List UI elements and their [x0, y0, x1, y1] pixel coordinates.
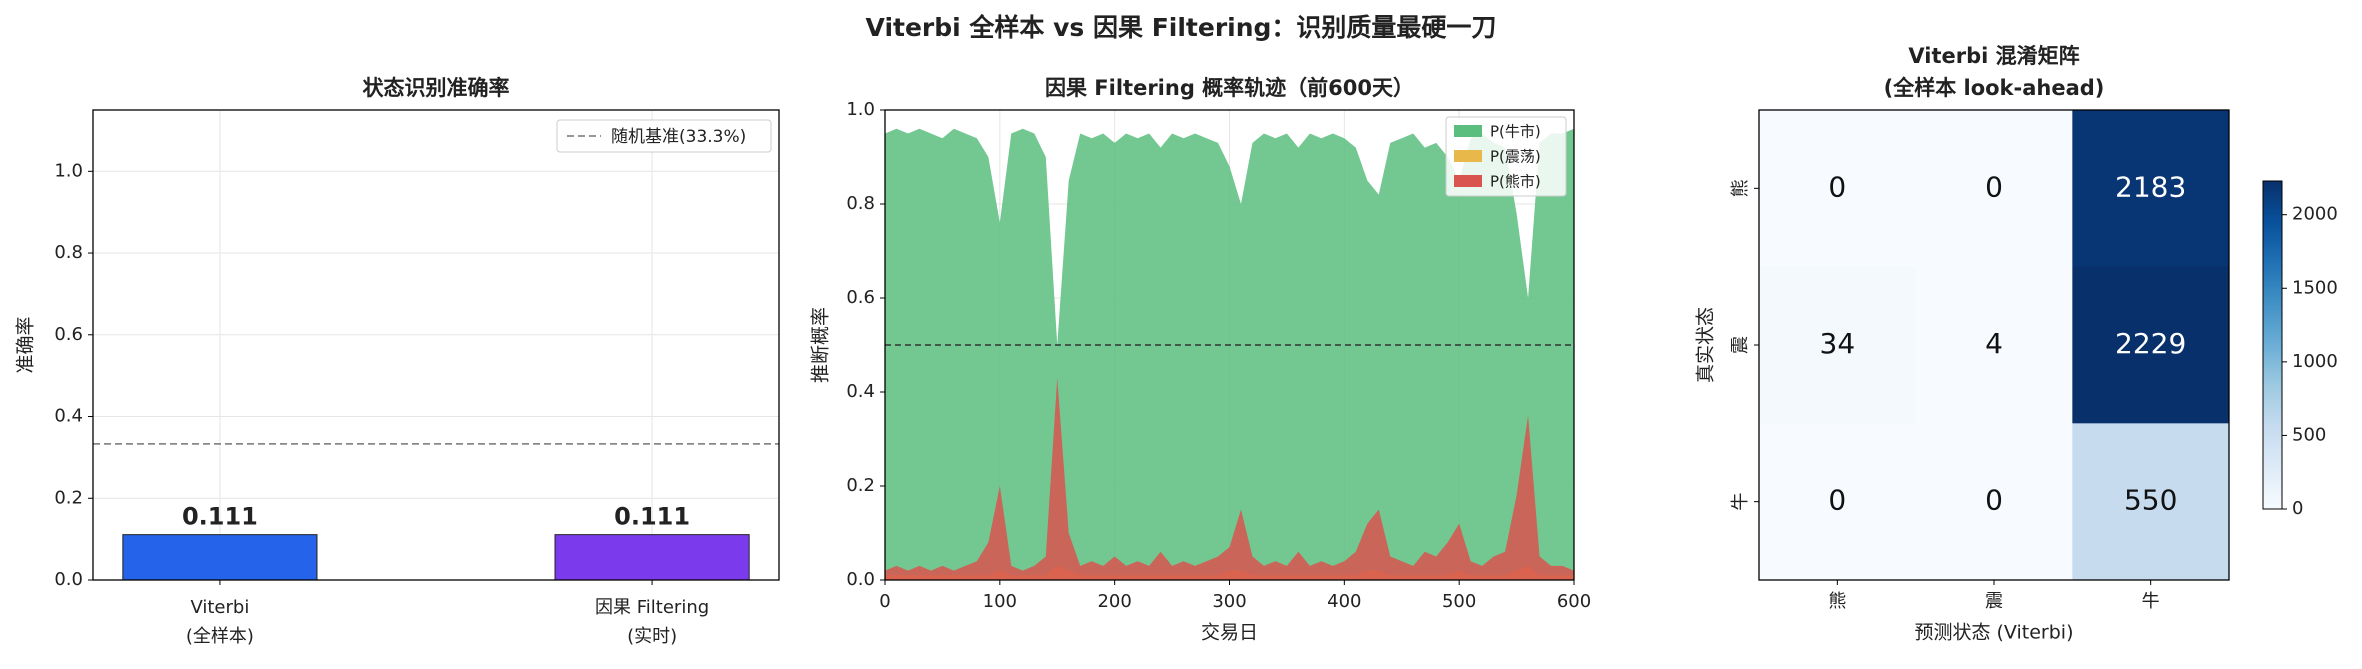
y-tick-label: 0.4 — [846, 381, 875, 402]
x-axis-label: 交易日 — [1201, 622, 1258, 644]
cell-label: 0 — [1985, 170, 2003, 203]
axes-frame — [1758, 109, 2230, 581]
cell-label: 4 — [1985, 327, 2003, 360]
colorbar-tick-label: 2000 — [2292, 204, 2338, 225]
x-axis-label: 预测状态 (Viterbi) — [1914, 622, 2073, 644]
colorbar-tick-label: 500 — [2292, 424, 2326, 445]
y-tick-label: 0.2 — [54, 487, 83, 508]
y-tick-label: 0.0 — [846, 569, 875, 590]
axes-title: Viterbi 混淆矩阵 — [1908, 44, 2079, 68]
colorbar — [2262, 180, 2283, 510]
legend-box — [556, 119, 772, 153]
cell-label: 0 — [1828, 170, 1846, 203]
heatmap-cell — [1759, 423, 1917, 581]
bar — [122, 534, 318, 581]
colorbar-tick-label: 0 — [2292, 498, 2303, 519]
heatmap-cell — [1759, 110, 1917, 268]
x-tick-label: 400 — [1327, 591, 1361, 612]
y-axis-label: 真实状态 — [1695, 307, 1717, 383]
x-tick-label: (全样本) — [186, 626, 254, 647]
axes-title: (全样本 look-ahead) — [1884, 76, 2105, 100]
cell-label: 2229 — [2115, 327, 2186, 360]
value-label: 0.111 — [182, 503, 258, 531]
colorbar-tick-label: 1500 — [2292, 277, 2338, 298]
bar — [554, 534, 750, 581]
axes-frame — [92, 109, 780, 581]
x-tick-label: 300 — [1212, 591, 1246, 612]
legend-swatch — [1454, 125, 1482, 137]
y-tick-label: 0.6 — [54, 324, 83, 345]
axes-title: 状态识别准确率 — [363, 76, 510, 100]
x-tick-label: 100 — [983, 591, 1017, 612]
y-tick-label: 0.4 — [54, 406, 83, 427]
axes-title: 因果 Filtering 概率轨迹（前600天） — [1045, 76, 1414, 100]
colorbar-tick-label: 1000 — [2292, 351, 2338, 372]
legend-label: 随机基准(33.3%) — [611, 127, 746, 147]
heatmap-cell — [1759, 266, 1917, 424]
y-tick-label: 0.0 — [54, 569, 83, 590]
x-tick-label: (实时) — [627, 626, 677, 647]
cell-label: 0 — [1985, 484, 2003, 517]
heatmap-cell — [1915, 266, 2073, 424]
x-tick-label: 牛 — [2142, 591, 2160, 612]
x-tick-label: 600 — [1557, 591, 1591, 612]
x-tick-label: 500 — [1442, 591, 1476, 612]
heatmap-cell — [2072, 110, 2230, 268]
cell-label: 2183 — [2115, 170, 2186, 203]
y-axis-label: 准确率 — [15, 316, 37, 373]
heatmap-cell — [1915, 110, 2073, 268]
y-tick-label: 0.2 — [846, 475, 875, 496]
legend-swatch — [1454, 175, 1482, 187]
y-tick-label: 震 — [1730, 336, 1751, 354]
x-tick-label: 200 — [1097, 591, 1131, 612]
axes-frame — [884, 109, 1575, 581]
x-tick-label: 因果 Filtering — [595, 597, 709, 618]
cell-label: 34 — [1820, 327, 1856, 360]
y-tick-label: 熊 — [1730, 179, 1751, 197]
x-tick-label: 熊 — [1828, 591, 1846, 612]
y-tick-label: 牛 — [1730, 493, 1751, 511]
y-axis-label: 推断概率 — [810, 307, 832, 383]
heatmap-cell — [2072, 423, 2230, 581]
legend-label: P(震荡) — [1490, 148, 1541, 166]
heatmap-cell — [1915, 423, 2073, 581]
area — [885, 377, 1574, 580]
value-label: 0.111 — [614, 503, 690, 531]
cell-label: 550 — [2124, 484, 2177, 517]
legend-label: P(熊市) — [1490, 173, 1541, 191]
legend-swatch — [1454, 150, 1482, 162]
y-tick-label: 0.8 — [846, 193, 875, 214]
x-tick-label: 震 — [1985, 591, 2003, 612]
heatmap-cell — [2072, 266, 2230, 424]
y-tick-label: 1.0 — [54, 160, 83, 181]
x-tick-label: Viterbi — [190, 597, 249, 618]
y-tick-label: 0.8 — [54, 242, 83, 263]
cell-label: 0 — [1828, 484, 1846, 517]
y-tick-label: 1.0 — [846, 99, 875, 120]
figure-title: Viterbi 全样本 vs 因果 Filtering：识别质量最硬一刀 — [866, 13, 1497, 42]
y-tick-label: 0.6 — [846, 287, 875, 308]
x-tick-label: 0 — [879, 591, 890, 612]
legend-label: P(牛市) — [1490, 123, 1541, 141]
